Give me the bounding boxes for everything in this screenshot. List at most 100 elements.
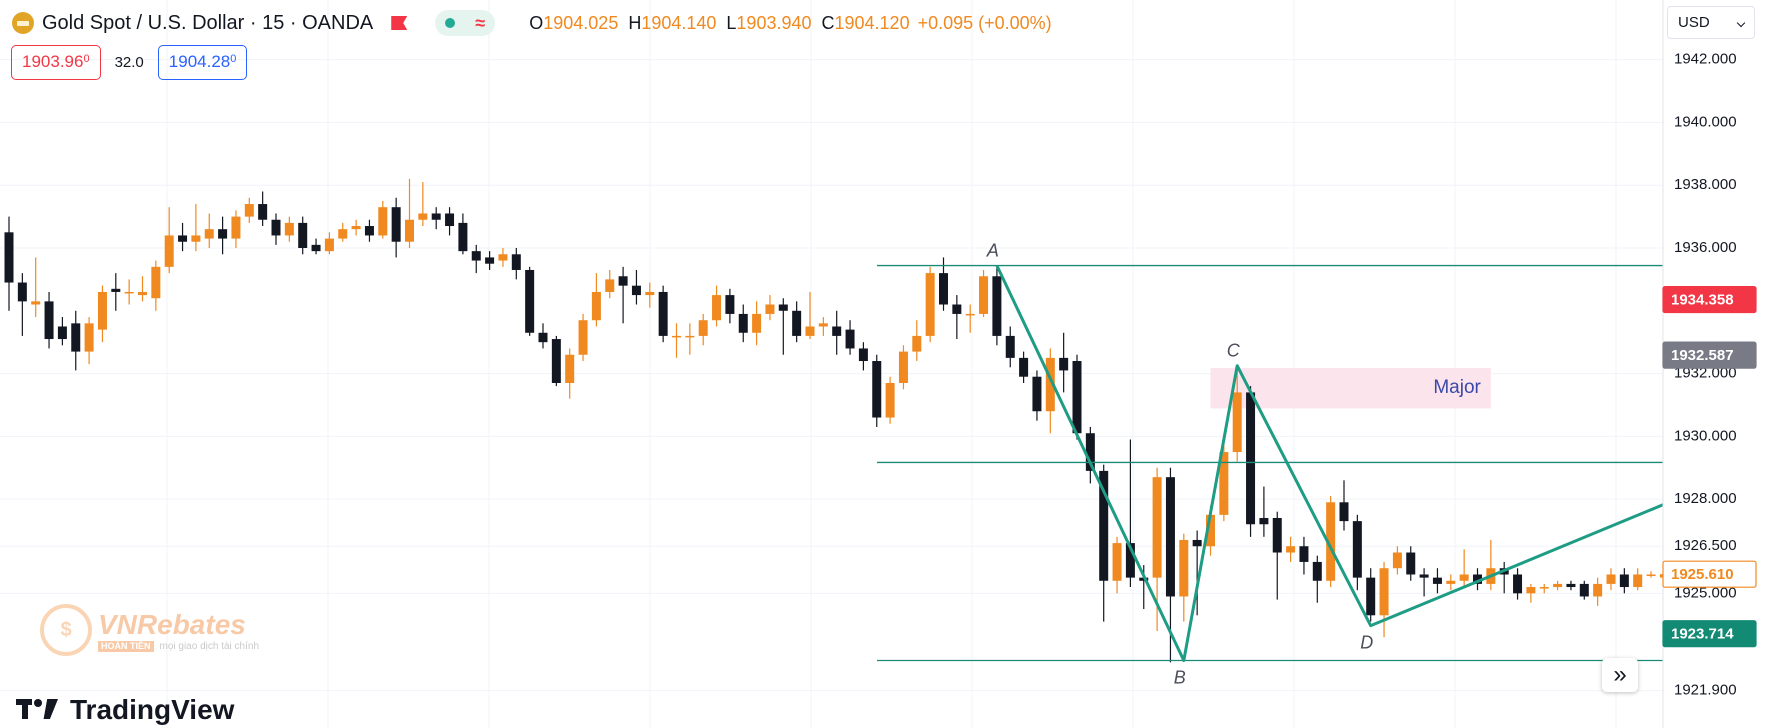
y-tick-label: 1936.000: [1674, 239, 1737, 256]
candle-body: [1299, 546, 1309, 562]
candle-body: [1032, 376, 1042, 412]
candle-body: [458, 222, 468, 252]
bid-button[interactable]: 1903.96 0: [11, 44, 101, 80]
pattern-label: D: [1360, 632, 1373, 652]
candle-body: [1513, 574, 1523, 594]
candle-body: [1072, 361, 1082, 434]
candle-body: [258, 204, 268, 220]
candle-body: [498, 254, 508, 261]
candle-body: [71, 323, 81, 352]
candle-body: [1246, 392, 1256, 525]
candle-body: [752, 313, 762, 333]
candle-body: [979, 276, 989, 314]
candle-body: [1526, 587, 1536, 594]
candle-body: [1646, 574, 1656, 576]
y-tick-label: 1928.000: [1674, 490, 1737, 507]
candle-body: [645, 291, 655, 296]
candle-body: [1406, 552, 1416, 575]
candle-body: [405, 219, 414, 242]
y-tick-label: 1921.900: [1674, 682, 1737, 699]
candle-body: [578, 320, 588, 355]
candle-body: [1152, 477, 1162, 578]
candle-body: [1593, 583, 1603, 597]
y-tick-label: 1925.000: [1674, 584, 1737, 601]
candle-body: [1633, 574, 1643, 588]
candle-body: [1059, 357, 1069, 371]
watermark-logo: $: [40, 604, 92, 656]
candle-body: [97, 291, 107, 330]
candle-body: [912, 335, 922, 352]
candle-body: [845, 329, 855, 349]
price-label-box: [1662, 560, 1757, 588]
watermark-slogan: mọi giao dịch tài chính: [159, 640, 260, 652]
candle-body: [1192, 539, 1202, 547]
bid: 1903.96: [22, 52, 84, 71]
brand-name: TradingView: [70, 694, 235, 725]
scroll-forward-button[interactable]: »: [1602, 658, 1638, 692]
low-key: L: [726, 12, 737, 33]
candle-body: [992, 276, 1002, 336]
candle-body: [191, 235, 201, 242]
status-pill[interactable]: ≈: [435, 10, 496, 36]
ask-button[interactable]: 1904.28 0: [157, 44, 248, 80]
candle-body: [445, 213, 455, 227]
candle-body: [1312, 561, 1322, 581]
candle-body: [471, 251, 481, 261]
price-label-box: [1662, 620, 1757, 648]
currency-select[interactable]: USD: [1667, 6, 1755, 39]
candle-body: [124, 291, 134, 294]
symbol-title[interactable]: Gold Spot / U.S. Dollar · 15 · OANDA: [42, 11, 374, 34]
candle-body: [818, 323, 828, 327]
candle-body: [832, 326, 842, 336]
candle-body: [1085, 433, 1095, 471]
watermark-brand: VNRebates: [98, 608, 246, 640]
candle-body: [792, 310, 802, 336]
y-tick-label: 1930.000: [1674, 427, 1737, 444]
bid-pip: 0: [83, 53, 90, 65]
y-tick-label: 1938.000: [1674, 176, 1737, 193]
close-value: 1904.120: [834, 12, 910, 33]
candle-body: [1606, 574, 1616, 584]
candle-body: [805, 326, 815, 336]
price-label-box: [1662, 341, 1757, 369]
candle-body: [138, 291, 147, 296]
candle-body: [618, 276, 628, 286]
candle-body: [284, 222, 294, 236]
candle-body: [925, 273, 935, 336]
candle-body: [1219, 452, 1229, 515]
zone-label: Major: [1433, 377, 1481, 398]
y-tick-label: 1932.000: [1674, 365, 1737, 382]
pattern-label: C: [1227, 340, 1241, 360]
candle-body: [1045, 357, 1055, 412]
candle-body: [1099, 470, 1109, 581]
candle-body: [1286, 546, 1296, 553]
candle-body: [271, 219, 281, 236]
candle-body: [244, 204, 254, 217]
pattern-label: B: [1174, 667, 1186, 687]
open-value: 1904.025: [543, 12, 619, 33]
candle-body: [965, 313, 975, 316]
watermark-tag: HOÀN TIỀN: [98, 640, 154, 652]
candle-body: [204, 229, 214, 239]
candle-body: [1112, 543, 1122, 581]
watermark: $ VNRebates HOÀN TIỀN mọi giao dịch tài c…: [40, 604, 259, 656]
price-label: 1934.358: [1671, 292, 1734, 309]
pattern-line: [995, 264, 1665, 663]
candle-body: [1232, 392, 1242, 453]
candle-body: [1339, 502, 1349, 522]
brand: TradingView: [16, 694, 234, 726]
candle-body: [1019, 357, 1029, 377]
candle-body: [364, 226, 374, 236]
candle-body: [351, 226, 361, 230]
candle-body: [151, 266, 161, 299]
candle-body: [685, 335, 695, 338]
y-tick-label: 1940.000: [1674, 113, 1737, 130]
candle-body: [17, 282, 27, 302]
y-tick-label: 1942.000: [1674, 51, 1737, 68]
flag-icon[interactable]: [391, 16, 408, 30]
candle-body: [1005, 335, 1015, 358]
candle-body: [485, 257, 495, 264]
candle-body: [338, 229, 348, 239]
price-label: 1932.587: [1671, 347, 1734, 364]
